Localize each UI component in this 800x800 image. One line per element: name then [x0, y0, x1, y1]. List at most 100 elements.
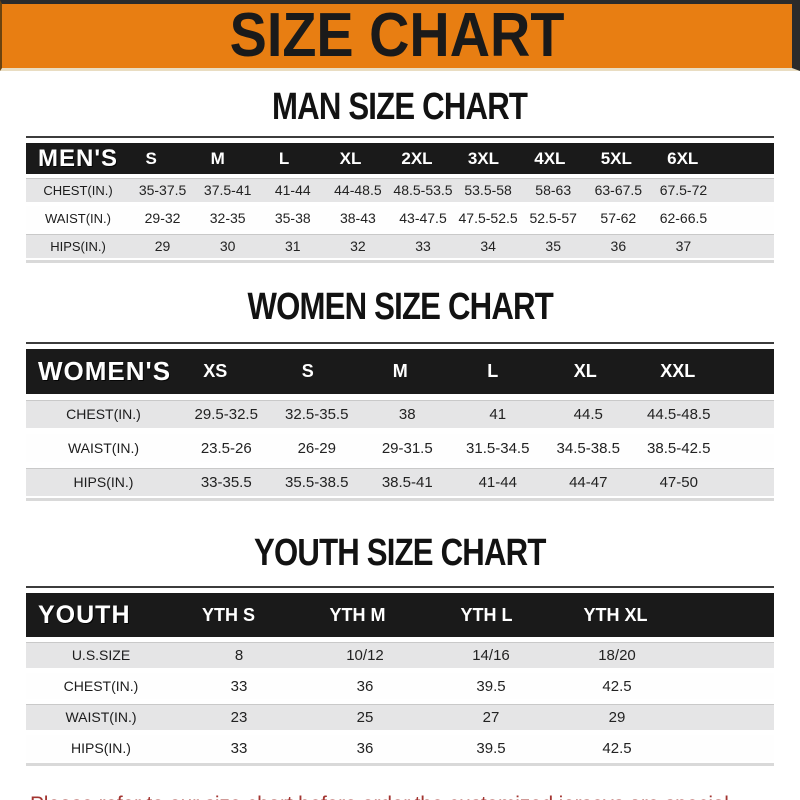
section-title-text: YOUTH SIZE CHART	[254, 532, 546, 574]
section-women: WOMEN SIZE CHART WOMEN'S XS S M L XL XXL CHEST(I…	[0, 288, 800, 501]
women-corner-label: WOMEN'S	[38, 356, 172, 386]
size-value: 62-66.5	[659, 210, 708, 226]
size-value: 38-43	[339, 210, 376, 226]
section-title-text: MAN SIZE CHART	[272, 86, 528, 128]
size-value: 43-47.5	[399, 210, 447, 226]
size-value: 32-35	[209, 210, 246, 226]
size-value: 42.5	[602, 677, 632, 695]
size-value: 58-63	[535, 182, 572, 198]
column-header: YTH L	[460, 604, 513, 625]
sections-container: MAN SIZE CHART MEN'S S M L XL 2XL 3XL 4XL 5XL 6XL C…	[0, 88, 800, 766]
size-value: 35-38	[274, 210, 311, 226]
table-row: WAIST(IN.) 23 25 27 29	[26, 704, 774, 730]
table-row: U.S.SIZE 8 10/12 14/16 18/20	[26, 642, 774, 668]
size-value: 27	[482, 708, 500, 726]
youth-size-table: YOUTH YTH S YTH M YTH L YTH XL U.S.SIZE 8 10/12…	[26, 586, 774, 766]
size-value: 29-32	[144, 210, 181, 226]
size-value: 47.5-52.5	[458, 210, 518, 226]
size-value: 37.5-41	[203, 182, 252, 198]
row-label: HIPS(IN.)	[71, 740, 131, 756]
table-row: HIPS(IN.) 33 36 39.5 42.5	[26, 735, 774, 761]
size-value: 14/16	[472, 646, 510, 664]
page-title-text: SIZE CHART	[229, 1, 565, 70]
row-label: WAIST(IN.)	[45, 210, 111, 226]
size-value: 37	[675, 238, 692, 254]
size-value: 23	[230, 708, 248, 726]
size-value: 36	[356, 739, 374, 757]
column-header: XS	[203, 361, 228, 381]
row-label: U.S.SIZE	[71, 647, 131, 663]
row-label: CHEST(IN.)	[66, 406, 141, 422]
size-value: 23.5-26	[200, 439, 252, 457]
row-cells: 33 36 39.5 42.5	[176, 678, 774, 695]
size-value: 57-62	[600, 210, 637, 226]
column-header: YTH XL	[583, 604, 648, 625]
table-row: WAIST(IN.) 29-32 32-35 35-38 38-43 43-47.5 47.…	[26, 206, 774, 230]
size-value: 35	[545, 238, 561, 254]
men-corner-label: MEN'S	[38, 144, 119, 172]
youth-column-headers: YTH S YTH M YTH L YTH XL	[164, 605, 774, 626]
row-label: CHEST(IN.)	[43, 182, 113, 198]
banner: SIZE CHART	[0, 0, 800, 71]
row-cells: 29-32 32-35 35-38 38-43 43-47.5 47.5-52.5 52.5…	[130, 210, 774, 226]
section-youth: YOUTH SIZE CHART YOUTH YTH S YTH M YTH L YTH …	[0, 534, 800, 766]
column-header: 2XL	[401, 148, 433, 168]
section-title-women: WOMEN SIZE CHART	[0, 288, 800, 326]
size-value: 42.5	[602, 739, 632, 757]
size-value: 26-29	[297, 439, 336, 457]
size-value: 44-47	[569, 473, 608, 491]
size-value: 44-48.5	[334, 182, 382, 198]
size-value: 33	[230, 677, 248, 695]
size-value: 63-67.5	[594, 182, 643, 198]
size-value: 38	[398, 405, 416, 423]
table-row: CHEST(IN.) 29.5-32.5 32.5-35.5 38 41 44.5 44.5…	[26, 400, 774, 428]
men-size-table: MEN'S S M L XL 2XL 3XL 4XL 5XL 6XL CHEST(IN.) 35-37…	[26, 136, 774, 263]
youth-corner-label: YOUTH	[38, 600, 131, 629]
size-value: 67.5-72	[659, 182, 708, 198]
row-cells: 23 25 27 29	[176, 709, 774, 726]
size-value: 33	[230, 739, 248, 757]
size-value: 29	[608, 708, 626, 726]
column-header: 3XL	[467, 148, 499, 168]
size-value: 41-44	[274, 182, 311, 198]
column-header: S	[301, 361, 314, 381]
women-size-table: WOMEN'S XS S M L XL XXL CHEST(IN.) 29.5-32.5 32.5…	[26, 342, 774, 501]
size-value: 34	[480, 238, 496, 254]
size-value: 44.5-48.5	[647, 405, 711, 423]
size-value: 53.5-58	[464, 182, 512, 198]
men-column-headers: S M L XL 2XL 3XL 4XL 5XL 6XL	[118, 149, 774, 169]
page-title: SIZE CHART	[211, 5, 583, 67]
size-value: 10/12	[346, 646, 384, 664]
size-value: 41-44	[478, 473, 517, 491]
size-value: 48.5-53.5	[393, 182, 453, 198]
column-header: L	[487, 361, 499, 381]
size-value: 47-50	[659, 473, 698, 491]
size-value: 8	[234, 646, 244, 664]
column-header: 4XL	[534, 148, 566, 168]
row-cells: 29 30 31 32 33 34 35 36 37	[130, 238, 774, 254]
youth-table-header-bar: YOUTH YTH S YTH M YTH L YTH XL	[26, 593, 774, 637]
size-value: 29	[154, 238, 171, 254]
column-header: 6XL	[667, 148, 699, 168]
size-value: 31	[284, 238, 301, 254]
section-men: MAN SIZE CHART MEN'S S M L XL 2XL 3XL 4XL 5XL 6XL C…	[0, 88, 800, 263]
column-header: M	[210, 148, 225, 168]
women-table-header-bar: WOMEN'S XS S M L XL XXL	[26, 349, 774, 394]
table-row: HIPS(IN.) 33-35.5 35.5-38.5 38.5-41 41-44 44-…	[26, 468, 774, 496]
row-cells: 8 10/12 14/16 18/20	[176, 647, 774, 664]
size-value: 39.5	[476, 677, 506, 695]
row-cells: 35-37.5 37.5-41 41-44 44-48.5 48.5-53.5 53.5-…	[130, 182, 774, 198]
size-value: 29-31.5	[381, 439, 433, 457]
size-value: 31.5-34.5	[466, 439, 530, 457]
women-column-headers: XS S M L XL XXL	[169, 361, 774, 382]
size-value: 34.5-38.5	[556, 439, 620, 457]
column-header: YTH M	[329, 604, 386, 625]
row-label: WAIST(IN.)	[67, 440, 140, 456]
section-title-text: WOMEN SIZE CHART	[247, 286, 553, 328]
column-header: XL	[339, 148, 362, 168]
row-label: CHEST(IN.)	[63, 678, 139, 694]
column-header: XL	[573, 361, 597, 381]
column-header: 5XL	[600, 148, 632, 168]
size-value: 36	[610, 238, 627, 254]
